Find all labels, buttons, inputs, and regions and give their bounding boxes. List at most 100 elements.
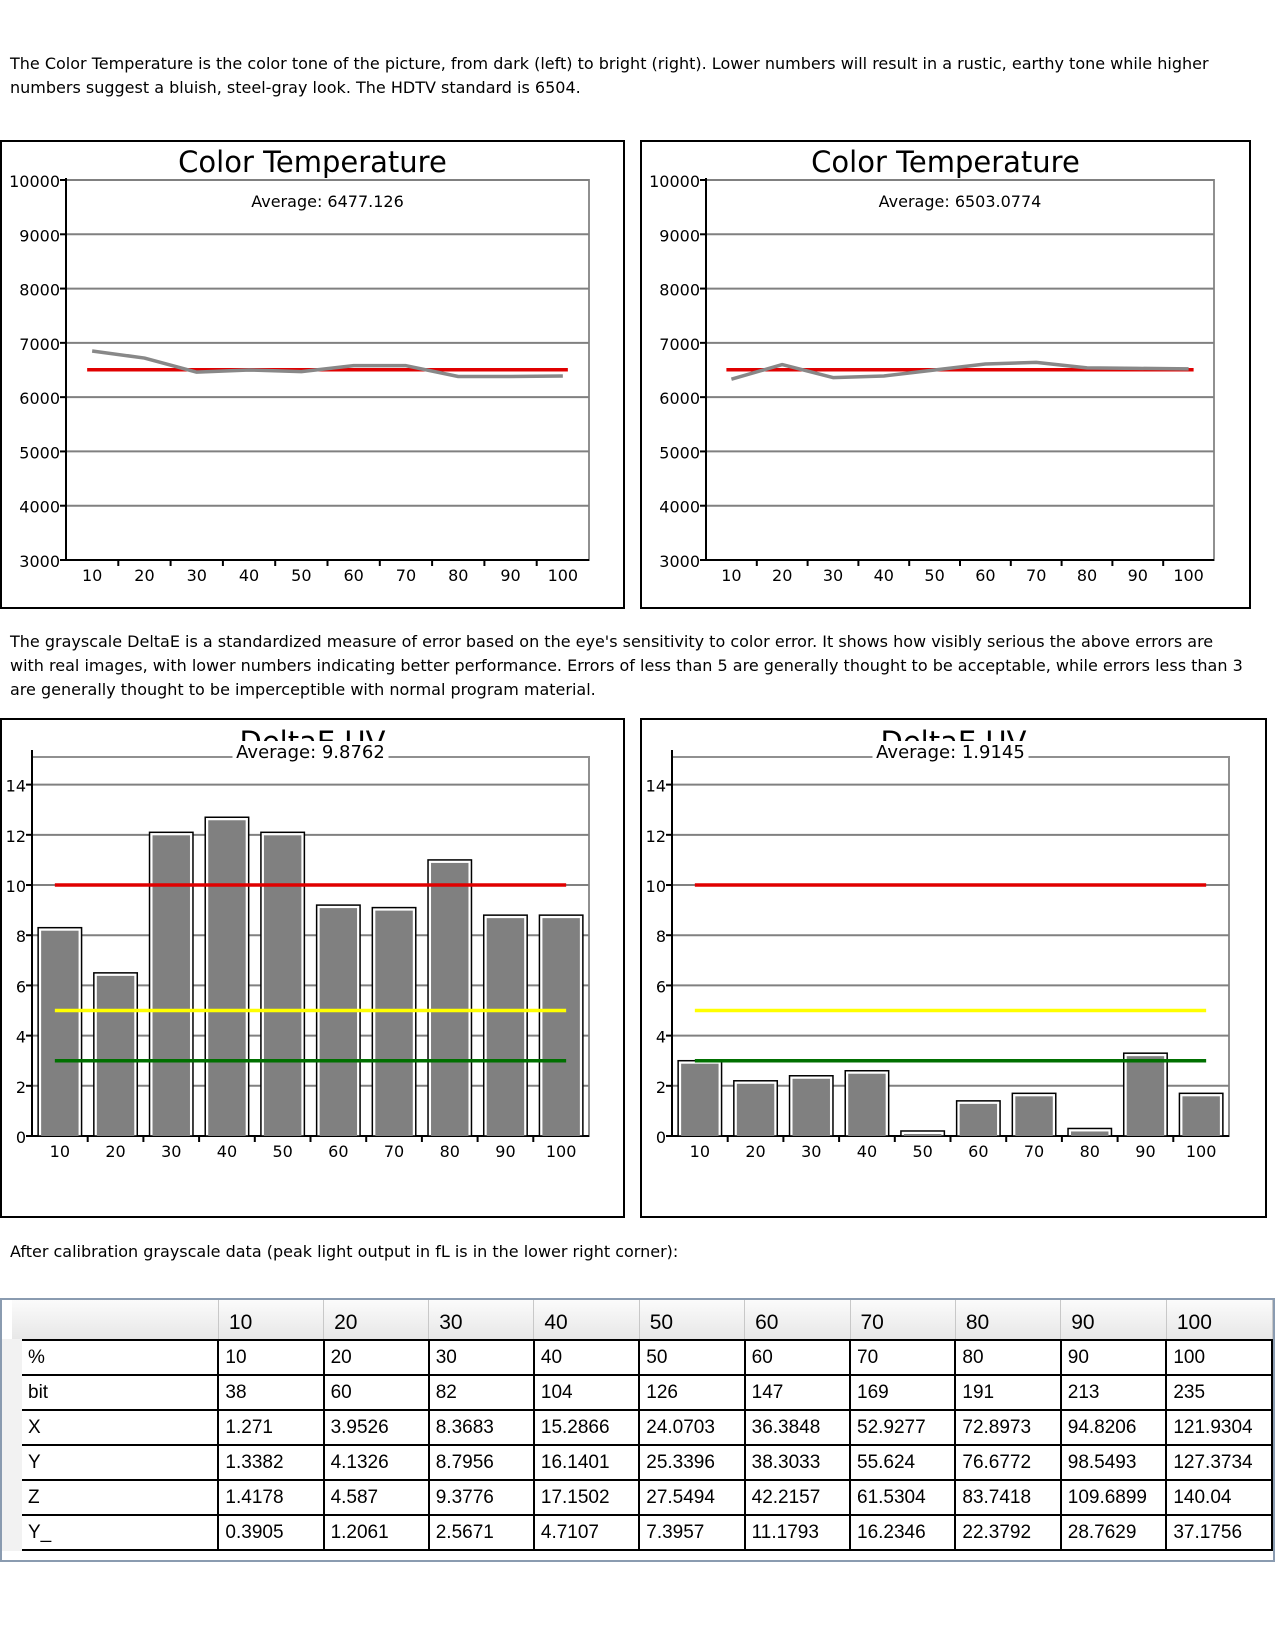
x-tick-label: 60: [343, 566, 363, 585]
table-cell[interactable]: 104: [532, 1374, 641, 1411]
table-cell[interactable]: 4.7107: [532, 1514, 641, 1551]
column-header[interactable]: 20: [323, 1300, 430, 1341]
average-annotation: Average: 6477.126: [251, 192, 404, 211]
table-cell[interactable]: 70: [848, 1339, 957, 1376]
table-cell[interactable]: 52.9277: [848, 1409, 957, 1446]
column-header[interactable]: 80: [955, 1300, 1062, 1341]
row-label: Z: [2, 1479, 220, 1516]
table-cell[interactable]: 50: [638, 1339, 746, 1376]
table-cell[interactable]: 4.587: [322, 1479, 430, 1516]
table-cell[interactable]: 1.3382: [217, 1444, 325, 1481]
table-cell[interactable]: 8.3683: [427, 1409, 535, 1446]
table-cell[interactable]: 109.6899: [1059, 1479, 1168, 1516]
table-cell[interactable]: 27.5494: [638, 1479, 746, 1516]
x-tick-label: 70: [396, 566, 416, 585]
table-cell[interactable]: 121.9304: [1165, 1409, 1273, 1446]
y-tick-label: 6000: [19, 389, 60, 408]
table-cell[interactable]: 22.3792: [954, 1514, 1062, 1551]
table-cell[interactable]: 30: [427, 1339, 535, 1376]
table-row: Y 1.3382 4.1326 8.7956 16.1401 25.3396 38.3033…: [2, 1444, 1273, 1481]
column-header[interactable]: 90: [1060, 1300, 1167, 1341]
bar: [319, 908, 358, 1136]
table-cell[interactable]: 191: [954, 1374, 1062, 1411]
table-cell[interactable]: 11.1793: [743, 1514, 852, 1551]
bar: [375, 910, 413, 1136]
intro-paragraph: The Color Temperature is the color tone …: [10, 54, 1209, 97]
table-cell[interactable]: 15.2866: [532, 1409, 641, 1446]
table-cell[interactable]: 25.3396: [638, 1444, 746, 1481]
table-cell[interactable]: 169: [848, 1374, 957, 1411]
y-tick-label: 12: [6, 827, 26, 846]
y-tick-label: 8: [16, 927, 26, 946]
table-cell[interactable]: 213: [1059, 1374, 1168, 1411]
table-cell[interactable]: 38: [217, 1374, 325, 1411]
y-tick-label: 8000: [19, 281, 60, 300]
y-tick-label: 9000: [19, 226, 60, 245]
table-cell[interactable]: 38.3033: [743, 1444, 852, 1481]
table-cell[interactable]: 40: [532, 1339, 641, 1376]
column-header[interactable]: 10: [218, 1300, 325, 1341]
table-cell[interactable]: 0.3905: [217, 1514, 325, 1551]
table-cell[interactable]: 37.1756: [1165, 1514, 1273, 1551]
table-cell[interactable]: 60: [322, 1374, 430, 1411]
x-tick-label: 50: [291, 566, 311, 585]
table-cell[interactable]: 17.1502: [532, 1479, 641, 1516]
table-cell[interactable]: 1.4178: [217, 1479, 325, 1516]
table-cell[interactable]: 94.8206: [1059, 1409, 1168, 1446]
table-cell[interactable]: 20: [322, 1339, 430, 1376]
table-cell[interactable]: 82: [427, 1374, 535, 1411]
table-cell[interactable]: 28.7629: [1059, 1514, 1168, 1551]
table-cell[interactable]: 126: [638, 1374, 746, 1411]
table-cell[interactable]: 9.3776: [427, 1479, 535, 1516]
x-tick-label: 40: [217, 1142, 237, 1161]
table-cell[interactable]: 90: [1059, 1339, 1168, 1376]
table-cell[interactable]: 127.3734: [1165, 1444, 1273, 1481]
table-cell[interactable]: 8.7956: [427, 1444, 535, 1481]
x-tick-label: 30: [823, 566, 843, 585]
column-header[interactable]: 50: [639, 1300, 746, 1341]
x-tick-label: 10: [690, 1142, 710, 1161]
table-cell[interactable]: 10: [217, 1339, 325, 1376]
y-tick-label: 10: [6, 877, 26, 896]
x-tick-label: 50: [924, 566, 944, 585]
table-cell[interactable]: 36.3848: [743, 1409, 852, 1446]
table-cell[interactable]: 55.624: [848, 1444, 957, 1481]
table-cell[interactable]: 235: [1165, 1374, 1273, 1411]
table-cell[interactable]: 4.1326: [322, 1444, 430, 1481]
table-cell[interactable]: 2.5671: [427, 1514, 535, 1551]
table-cell[interactable]: 3.9526: [322, 1409, 430, 1446]
column-header[interactable]: 40: [533, 1300, 640, 1341]
annotation-bg: [872, 741, 1029, 763]
table-cell[interactable]: 24.0703: [638, 1409, 746, 1446]
table-cell[interactable]: 60: [743, 1339, 852, 1376]
table-cell[interactable]: 76.6772: [954, 1444, 1062, 1481]
table-cell[interactable]: 72.8973: [954, 1409, 1062, 1446]
table-cell[interactable]: 80: [954, 1339, 1062, 1376]
table-cell[interactable]: 140.04: [1165, 1479, 1273, 1516]
x-tick-label: 60: [328, 1142, 348, 1161]
table-cell[interactable]: 61.5304: [848, 1479, 957, 1516]
y-tick-label: 14: [6, 777, 26, 796]
y-tick-label: 0: [656, 1128, 666, 1147]
table-cell[interactable]: 83.7418: [954, 1479, 1062, 1516]
table-cell[interactable]: 42.2157: [743, 1479, 852, 1516]
table-cell[interactable]: 7.3957: [638, 1514, 746, 1551]
y-tick-label: 7000: [659, 335, 700, 354]
table-cell[interactable]: 98.5493: [1059, 1444, 1168, 1481]
y-tick-label: 4: [16, 1028, 26, 1047]
table-cell[interactable]: 16.1401: [532, 1444, 641, 1481]
table-cell[interactable]: 1.271: [217, 1409, 325, 1446]
column-header[interactable]: 30: [428, 1300, 535, 1341]
table-cell[interactable]: 1.2061: [322, 1514, 430, 1551]
y-tick-label: 8: [656, 927, 666, 946]
y-tick-label: 14: [646, 777, 666, 796]
y-tick-label: 5000: [19, 443, 60, 462]
table-cell[interactable]: 147: [743, 1374, 852, 1411]
bar: [263, 835, 302, 1136]
column-header[interactable]: 70: [850, 1300, 956, 1341]
column-header[interactable]: 100: [1166, 1300, 1273, 1341]
x-tick-label: 70: [1024, 1142, 1044, 1161]
table-cell[interactable]: 100: [1165, 1339, 1273, 1376]
table-cell[interactable]: 16.2346: [848, 1514, 957, 1551]
column-header[interactable]: 60: [744, 1300, 851, 1341]
